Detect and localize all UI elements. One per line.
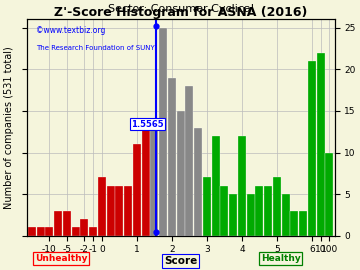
Bar [212,136,220,236]
Bar [299,211,307,236]
Title: Z'-Score Histogram for ASNA (2016): Z'-Score Histogram for ASNA (2016) [54,6,307,19]
Y-axis label: Number of companies (531 total): Number of companies (531 total) [4,46,14,209]
Bar [116,186,123,236]
Bar [37,227,45,236]
Text: ©www.textbiz.org: ©www.textbiz.org [36,26,105,35]
Text: Unhealthy: Unhealthy [35,254,87,263]
Text: The Research Foundation of SUNY: The Research Foundation of SUNY [36,45,155,51]
Text: 1.5565: 1.5565 [131,120,164,129]
Bar [142,127,150,236]
Bar [81,219,88,236]
Bar [317,53,325,236]
Bar [89,227,97,236]
Bar [203,177,211,236]
Bar [308,61,316,236]
Bar [150,127,158,236]
X-axis label: Score: Score [164,256,197,266]
Bar [325,153,333,236]
Bar [133,144,141,236]
Bar [247,194,255,236]
Bar [229,194,237,236]
Bar [28,227,36,236]
Bar [124,186,132,236]
Bar [282,194,289,236]
Bar [168,77,176,236]
Text: Healthy: Healthy [261,254,301,263]
Bar [291,211,298,236]
Bar [220,186,228,236]
Bar [273,177,281,236]
Bar [72,227,80,236]
Text: Sector: Consumer Cyclical: Sector: Consumer Cyclical [108,4,254,14]
Bar [54,211,62,236]
Bar [107,186,114,236]
Bar [98,177,106,236]
Bar [185,86,193,236]
Bar [63,211,71,236]
Bar [45,227,53,236]
Bar [256,186,263,236]
Bar [264,186,272,236]
Bar [177,111,185,236]
Bar [159,28,167,236]
Bar [194,127,202,236]
Bar [238,136,246,236]
